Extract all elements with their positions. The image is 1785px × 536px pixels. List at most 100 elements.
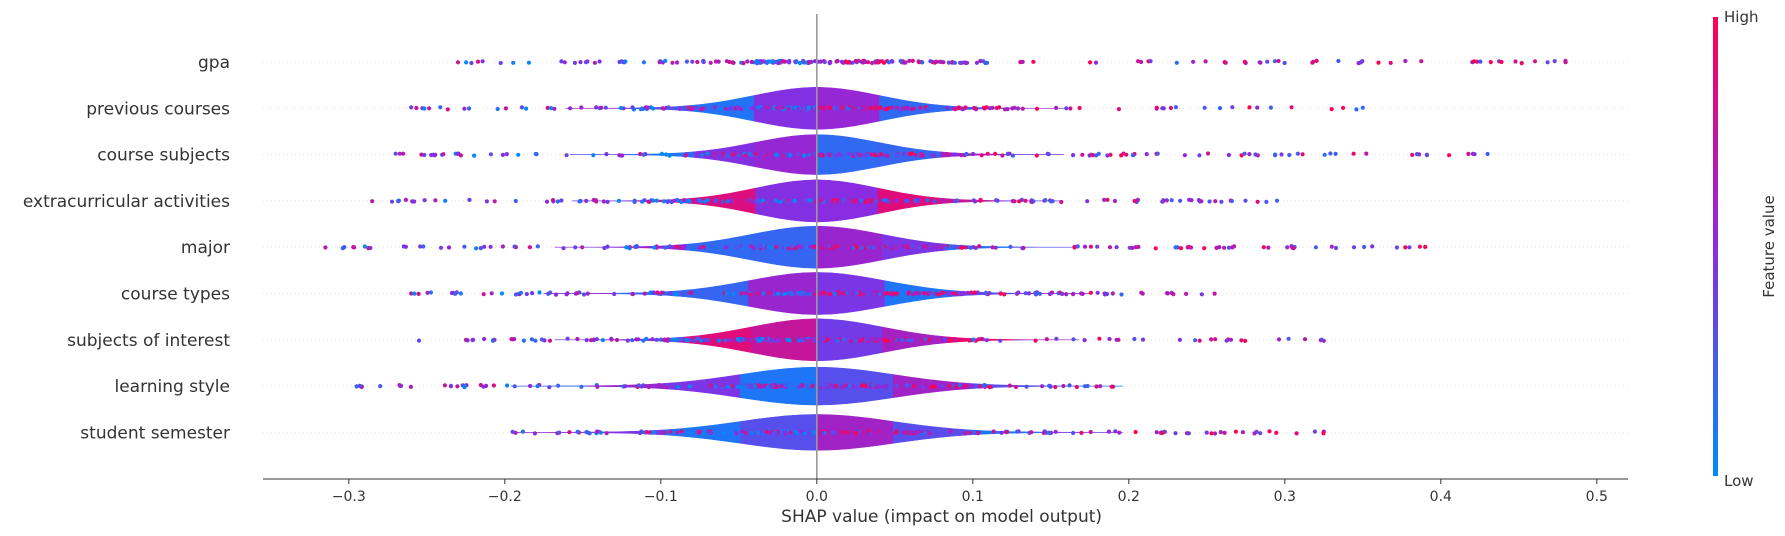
shap-point (636, 337, 641, 342)
shap-point (673, 292, 679, 297)
shap-point (637, 430, 643, 436)
shap-point (662, 430, 667, 435)
shap-point (978, 197, 983, 202)
shap-point (897, 152, 903, 157)
shap-point (524, 291, 529, 297)
shap-point (1218, 430, 1223, 435)
shap-point (1312, 429, 1317, 434)
shap-point (811, 292, 817, 297)
shap-point (1079, 430, 1084, 435)
shap-point (561, 246, 566, 251)
shap-point (940, 290, 945, 295)
shap-point (1160, 106, 1165, 111)
shap-point (581, 292, 587, 297)
shap-point (848, 383, 853, 388)
shap-point (734, 431, 739, 436)
shap-point (1020, 106, 1025, 111)
shap-point (1240, 430, 1245, 435)
shap-point (1212, 431, 1218, 436)
shap-point (717, 198, 722, 204)
shap-point (953, 152, 958, 157)
shap-point (1114, 337, 1119, 342)
shap-point (695, 336, 700, 341)
shap-point (1107, 336, 1112, 342)
shap-point (408, 384, 413, 389)
shap-point (697, 245, 702, 250)
shap-point (1202, 246, 1207, 251)
shap-point (1041, 430, 1046, 435)
shap-point (555, 199, 560, 204)
shap-point (910, 151, 915, 156)
shap-point (878, 105, 883, 110)
shap-point (412, 199, 417, 204)
shap-point (1173, 431, 1178, 436)
shap-point (1071, 153, 1076, 158)
shap-point (1010, 153, 1016, 158)
shap-point (526, 60, 532, 65)
shap-point (641, 60, 647, 65)
shap-point (971, 337, 976, 342)
shap-point (623, 384, 628, 389)
shap-point (1212, 291, 1217, 296)
shap-point (1020, 246, 1025, 251)
shap-point (624, 245, 629, 250)
shap-point (854, 245, 860, 250)
shap-point (1077, 105, 1082, 111)
shap-point (727, 59, 732, 65)
shap-point (618, 105, 624, 111)
shap-point (1023, 291, 1028, 296)
x-tick-label: −0.1 (644, 489, 678, 505)
colorbar-gradient (1713, 17, 1718, 476)
shap-point (713, 59, 719, 64)
shap-point (1015, 429, 1020, 434)
shap-point (1403, 58, 1408, 64)
shap-point (516, 152, 521, 157)
shap-point (1023, 198, 1028, 203)
shap-point (776, 291, 781, 296)
shap-point (1233, 429, 1238, 434)
shap-point (1360, 59, 1365, 64)
shap-point (1417, 244, 1422, 249)
shap-point (662, 337, 668, 342)
shap-point (1545, 60, 1550, 65)
feature-label: gpa (198, 53, 230, 73)
shap-point (909, 199, 914, 204)
shap-point (655, 290, 660, 295)
shap-point (997, 105, 1002, 110)
shap-point (840, 244, 845, 249)
shap-point (1403, 245, 1408, 250)
shap-point (990, 245, 995, 250)
shap-point (1197, 199, 1202, 204)
shap-point (889, 199, 894, 204)
shap-point (422, 106, 427, 111)
shap-point (409, 291, 414, 296)
shap-point (905, 106, 910, 111)
shap-point (844, 383, 849, 388)
shap-point (692, 338, 697, 343)
shap-point (833, 292, 838, 297)
shap-point (787, 58, 792, 64)
shap-point (403, 197, 408, 202)
shap-point (920, 60, 925, 65)
shap-point (1197, 153, 1202, 158)
shap-point (412, 291, 417, 296)
shap-point (1519, 61, 1524, 66)
shap-point (758, 244, 764, 249)
shap-point (682, 198, 687, 203)
shap-point (475, 59, 481, 64)
shap-point (1119, 292, 1124, 297)
shap-point (889, 431, 895, 436)
shap-point (690, 59, 695, 64)
violin-segment (938, 197, 1001, 205)
shap-point (731, 292, 736, 297)
shap-point (760, 198, 765, 203)
shap-point (1140, 337, 1146, 342)
shap-point (932, 199, 937, 204)
shap-point (443, 198, 448, 203)
shap-point (1466, 151, 1471, 156)
shap-point (1364, 151, 1369, 156)
shap-point (701, 59, 706, 64)
shap-point (1243, 338, 1248, 343)
shap-point (511, 60, 516, 65)
shap-point (559, 59, 564, 64)
